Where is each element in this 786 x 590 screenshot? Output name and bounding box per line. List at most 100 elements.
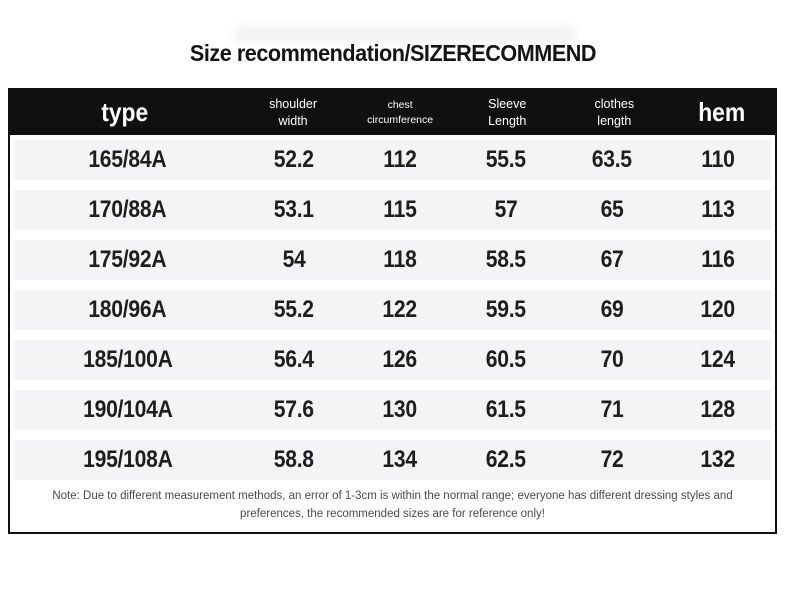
cell-sleeve-length: 60.5 [453, 346, 559, 374]
cell-chest-circumference: 134 [347, 446, 453, 474]
cell-value: 175/92A [88, 246, 167, 273]
cell-value: 62.5 [485, 446, 527, 473]
header-label-line1: shoulder [269, 96, 318, 111]
cell-chest-circumference: 118 [347, 246, 453, 274]
cell-chest-circumference: 130 [347, 396, 453, 424]
cell-value: 128 [700, 396, 736, 423]
cell-hem: 110 [665, 146, 771, 174]
cell-type: 165/84A [14, 146, 241, 174]
cell-value: 55.5 [485, 146, 527, 173]
row-stripe: 170/88A 53.1 115 57 65 113 [14, 190, 771, 230]
cell-type: 175/92A [14, 246, 241, 274]
cell-value: 130 [382, 396, 418, 423]
cell-shoulder-width: 54 [241, 246, 347, 274]
watermark-ghost [235, 28, 575, 42]
cell-value: 126 [382, 346, 418, 373]
cell-value: 118 [383, 246, 417, 273]
cell-clothes-length: 65 [559, 196, 665, 224]
cell-type: 170/88A [14, 196, 241, 224]
cell-value: 65 [600, 196, 624, 223]
cell-shoulder-width: 58.8 [241, 446, 347, 474]
table-body: 165/84A 52.2 112 55.5 63.5 110 170/88A 5… [10, 135, 775, 485]
cell-sleeve-length: 57 [453, 196, 559, 224]
header-label: type [101, 96, 149, 127]
cell-hem: 116 [665, 246, 771, 274]
cell-type: 185/100A [14, 346, 241, 374]
table-row: 180/96A 55.2 122 59.5 69 120 [10, 285, 775, 335]
cell-chest-circumference: 115 [347, 196, 453, 224]
header-label-line2: Length [488, 113, 527, 128]
header-cell-sleeve-length: Sleeve Length [454, 96, 561, 130]
cell-hem: 113 [665, 196, 771, 224]
cell-value: 69 [600, 296, 624, 323]
row-stripe: 185/100A 56.4 126 60.5 70 124 [14, 340, 771, 380]
cell-value: 110 [701, 146, 735, 173]
header-label-line2: circumference [367, 113, 434, 126]
size-table: type shoulder width chest circumference … [8, 88, 777, 534]
cell-type: 195/108A [14, 446, 241, 474]
header-cell-clothes-length: clothes length [561, 96, 668, 130]
cell-value: 53.1 [274, 196, 315, 223]
cell-value: 195/108A [82, 446, 173, 473]
cell-value: 61.5 [485, 396, 527, 423]
table-row: 170/88A 53.1 115 57 65 113 [10, 185, 775, 235]
cell-hem: 128 [665, 396, 771, 424]
cell-value: 70 [600, 346, 624, 373]
cell-value: 58.5 [485, 246, 527, 273]
cell-value: 57.6 [274, 396, 315, 423]
cell-value: 165/84A [88, 146, 167, 173]
cell-shoulder-width: 52.2 [241, 146, 347, 174]
cell-hem: 132 [665, 446, 771, 474]
cell-type: 190/104A [14, 396, 241, 424]
cell-chest-circumference: 122 [347, 296, 453, 324]
cell-shoulder-width: 56.4 [241, 346, 347, 374]
header-label-line1: Sleeve [488, 96, 527, 111]
cell-value: 122 [382, 296, 418, 323]
cell-value: 63.5 [591, 146, 633, 173]
cell-value: 59.5 [485, 296, 527, 323]
cell-value: 57 [494, 196, 518, 223]
row-stripe: 175/92A 54 118 58.5 67 116 [14, 240, 771, 280]
cell-type: 180/96A [14, 296, 241, 324]
cell-value: 120 [700, 296, 736, 323]
cell-value: 56.4 [274, 346, 315, 373]
cell-shoulder-width: 55.2 [241, 296, 347, 324]
cell-value: 67 [600, 246, 624, 273]
cell-clothes-length: 69 [559, 296, 665, 324]
cell-shoulder-width: 53.1 [241, 196, 347, 224]
cell-sleeve-length: 62.5 [453, 446, 559, 474]
page-title: Size recommendation/SIZERECOMMEND [189, 40, 597, 66]
cell-value: 190/104A [82, 396, 173, 423]
cell-value: 132 [700, 446, 736, 473]
header-label-line1: clothes [594, 96, 635, 111]
table-row: 195/108A 58.8 134 62.5 72 132 [10, 435, 775, 485]
cell-value: 116 [701, 246, 735, 273]
cell-clothes-length: 72 [559, 446, 665, 474]
cell-value: 112 [383, 146, 417, 173]
cell-sleeve-length: 55.5 [453, 146, 559, 174]
row-stripe: 190/104A 57.6 130 61.5 71 128 [14, 390, 771, 430]
table-row: 185/100A 56.4 126 60.5 70 124 [10, 335, 775, 385]
cell-value: 52.2 [274, 146, 315, 173]
cell-clothes-length: 63.5 [559, 146, 665, 174]
cell-chest-circumference: 112 [347, 146, 453, 174]
header-cell-hem: hem [668, 95, 775, 130]
table-row: 165/84A 52.2 112 55.5 63.5 110 [10, 135, 775, 185]
cell-value: 58.8 [274, 446, 315, 473]
cell-sleeve-length: 58.5 [453, 246, 559, 274]
header-label-line1: chest [387, 99, 413, 112]
cell-chest-circumference: 126 [347, 346, 453, 374]
row-stripe: 180/96A 55.2 122 59.5 69 120 [14, 290, 771, 330]
row-stripe: 165/84A 52.2 112 55.5 63.5 110 [14, 140, 771, 180]
cell-sleeve-length: 59.5 [453, 296, 559, 324]
header-cell-shoulder-width: shoulder width [240, 96, 347, 130]
table-row: 190/104A 57.6 130 61.5 71 128 [10, 385, 775, 435]
cell-clothes-length: 71 [559, 396, 665, 424]
cell-value: 60.5 [485, 346, 527, 373]
cell-value: 55.2 [274, 296, 315, 323]
cell-value: 113 [701, 196, 735, 223]
cell-value: 54 [282, 246, 306, 273]
cell-shoulder-width: 57.6 [241, 396, 347, 424]
cell-sleeve-length: 61.5 [453, 396, 559, 424]
